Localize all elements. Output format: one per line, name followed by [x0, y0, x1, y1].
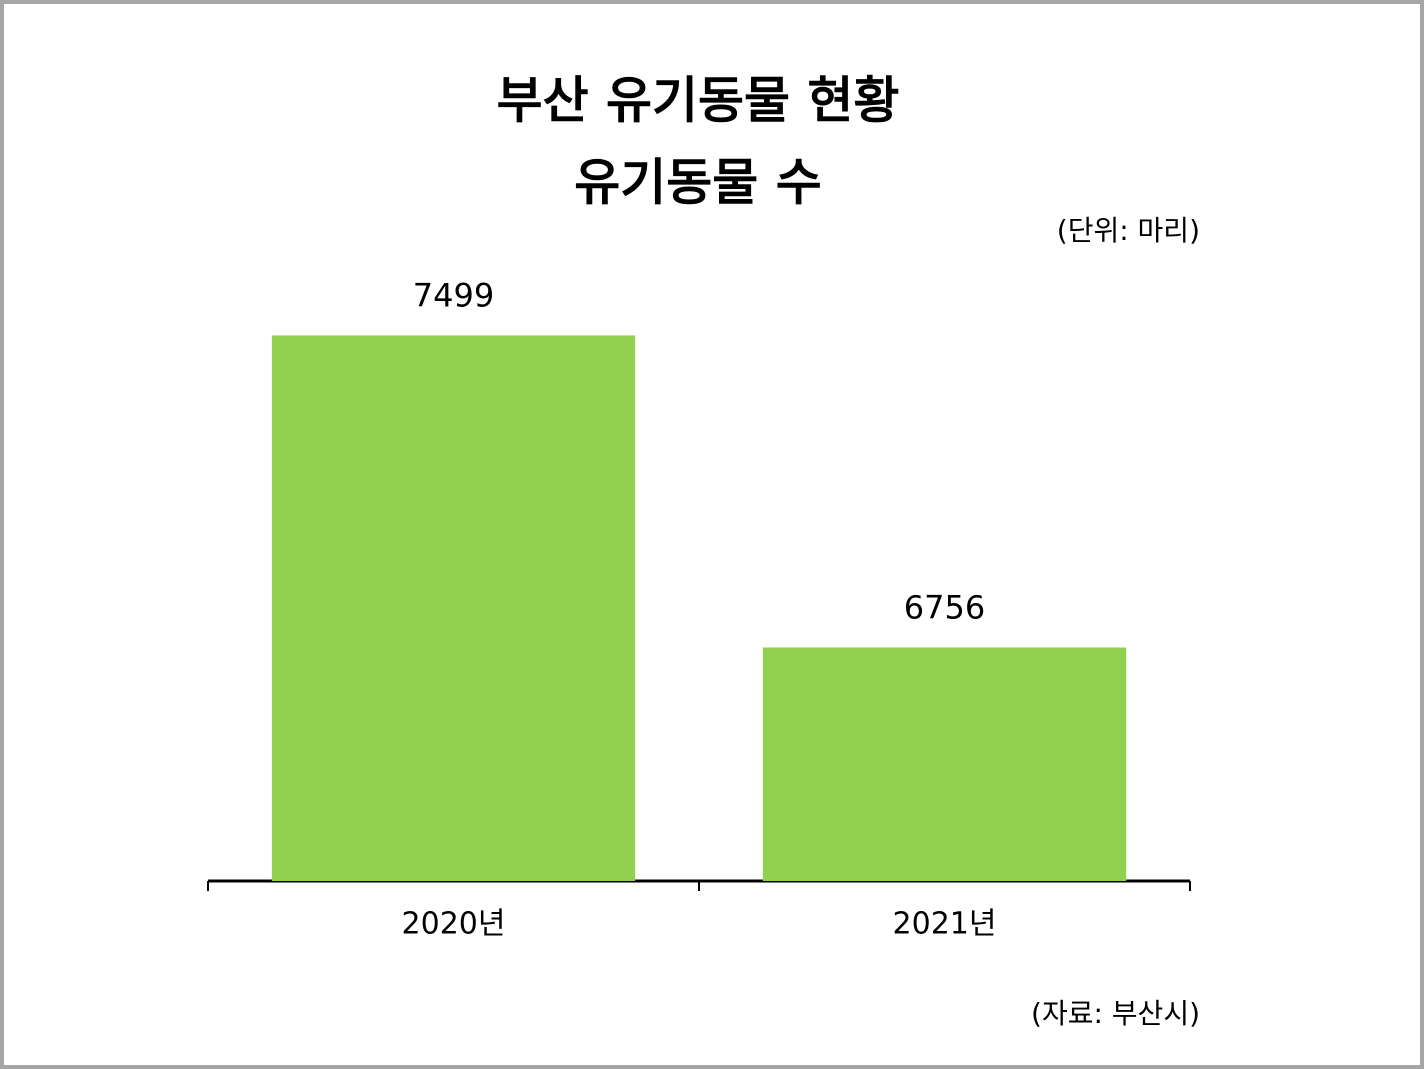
chart-title: 부산 유기동물 현황 — [497, 72, 900, 130]
data-label: 7499 — [413, 276, 494, 314]
bar — [271, 335, 636, 881]
chart-subtitle: 유기동물 수 — [574, 154, 821, 212]
unit-note: (단위: 마리) — [1057, 214, 1200, 247]
x-tick-label: 2020년 — [402, 907, 506, 942]
bar — [762, 647, 1127, 881]
source-note: (자료: 부산시) — [1031, 997, 1200, 1030]
x-tick-label: 2021년 — [893, 907, 997, 942]
data-label: 6756 — [904, 588, 985, 626]
